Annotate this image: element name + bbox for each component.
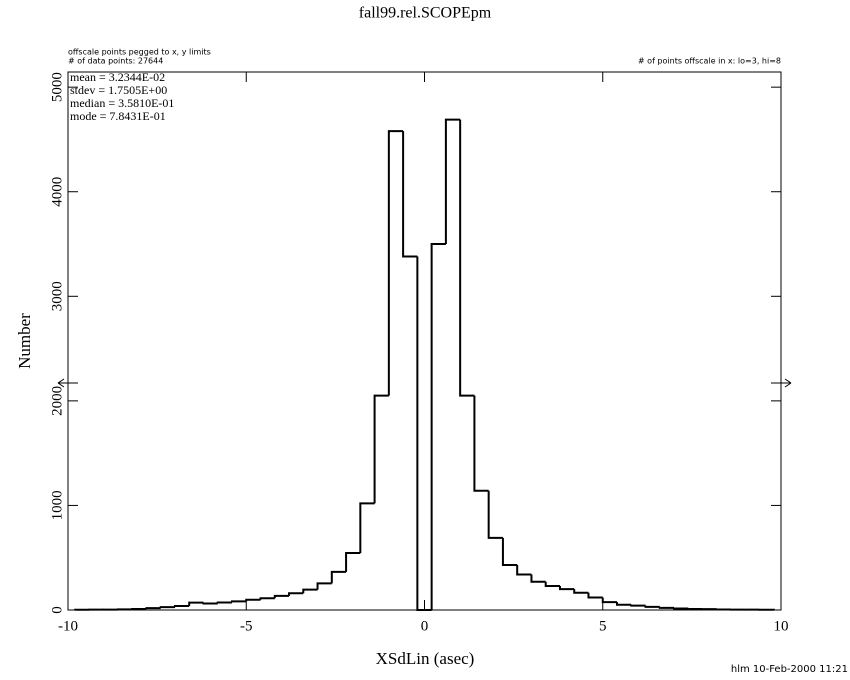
- stat: mode = 7.8431E-01: [70, 109, 166, 123]
- y-axis-label: Number: [15, 313, 34, 369]
- bar: [658, 606, 675, 609]
- x-tick-label: 0: [421, 618, 429, 634]
- bar: [273, 594, 290, 599]
- bar: [444, 118, 461, 245]
- bar: [558, 585, 575, 591]
- bar: [230, 600, 247, 603]
- bar: [616, 602, 632, 606]
- bar: [359, 502, 375, 554]
- bar: [345, 552, 361, 572]
- bar: [644, 605, 660, 608]
- offscale-note: # of points offscale in x: lo=3, hi=8: [638, 57, 781, 66]
- bar: [544, 581, 560, 587]
- bar: [573, 589, 589, 594]
- bar: [530, 574, 546, 583]
- bar: [501, 537, 518, 567]
- bar: [245, 598, 261, 602]
- note: # of data points: 27644: [68, 57, 163, 66]
- bar: [216, 601, 232, 604]
- bar: [373, 394, 389, 504]
- bar: [330, 570, 347, 584]
- bar: [487, 490, 503, 539]
- bar: [288, 592, 304, 596]
- bar: [202, 602, 218, 605]
- x-axis-label: XSdLin (asec): [376, 649, 475, 668]
- y-tick-label: 2000: [49, 386, 65, 416]
- bar: [145, 607, 161, 610]
- marker-arrows: [57, 378, 792, 388]
- bar: [387, 130, 404, 396]
- y-tick-label: 5000: [49, 72, 65, 102]
- bar: [159, 606, 175, 609]
- bar: [673, 607, 689, 610]
- stat: stdev = 1.7505E+00: [70, 83, 167, 97]
- y-tick-label: 4000: [49, 177, 65, 207]
- stat: median = 3.5810E-01: [70, 96, 174, 110]
- note: offscale points pegged to x, y limits: [68, 48, 211, 57]
- bar: [516, 565, 532, 576]
- bar: [630, 604, 646, 607]
- bar: [473, 395, 489, 492]
- bar: [601, 597, 618, 604]
- y-tick-label: 3000: [49, 281, 65, 311]
- x-tick-label: -5: [240, 618, 253, 634]
- bar: [316, 582, 332, 590]
- bar: [188, 601, 204, 607]
- bar: [302, 588, 318, 594]
- plot-frame: [67, 71, 782, 611]
- bar: [402, 131, 418, 258]
- bar: [430, 243, 446, 610]
- bar: [173, 605, 190, 608]
- bar: [587, 592, 603, 599]
- x-tick-label: 10: [774, 618, 789, 634]
- bar: [459, 119, 475, 397]
- chart-title: fall99.rel.SCOPEpm: [359, 5, 492, 22]
- footer: hlm 10-Feb-2000 11:21: [731, 664, 848, 675]
- x-tick-label: 5: [599, 618, 607, 634]
- y-tick-label: 1000: [49, 490, 65, 520]
- y-tick-label: 0: [49, 606, 65, 614]
- stat: mean = 3.2344E-02: [70, 70, 165, 84]
- bar: [259, 597, 275, 600]
- x-tick-label: -10: [58, 618, 78, 634]
- bar: [416, 256, 432, 611]
